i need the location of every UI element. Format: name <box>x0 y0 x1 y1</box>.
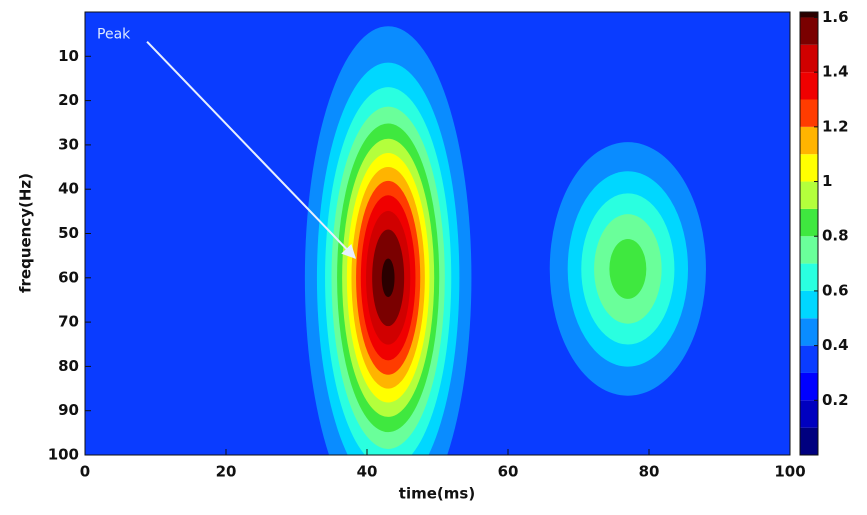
x-tick-label: 0 <box>80 463 90 481</box>
y-tick-label: 90 <box>58 401 79 419</box>
colorbar-band <box>800 263 818 291</box>
x-tick-label: 80 <box>639 463 660 481</box>
x-tick-label: 60 <box>498 463 519 481</box>
colorbar-frame <box>799 11 819 456</box>
colorbar-band <box>800 345 818 373</box>
y-tick-label: 80 <box>58 357 79 375</box>
contour-level <box>381 258 395 298</box>
y-axis-label: frequency(Hz) <box>17 173 35 293</box>
annotation-text: Peak <box>97 27 131 43</box>
colorbar-band <box>800 17 818 45</box>
colorbar-tick-label: 0.2 <box>822 391 849 409</box>
annotation-arrow <box>146 41 356 259</box>
colorbar-tick-label: 0.8 <box>822 227 849 245</box>
colorbar-band <box>800 126 818 155</box>
colorbar-tick-label: 1.6 <box>822 8 849 26</box>
y-tick-label: 50 <box>58 224 79 242</box>
x-tick-label: 40 <box>357 463 378 481</box>
colorbar-tick-label: 1.4 <box>822 63 849 81</box>
contour-level <box>609 238 647 299</box>
colorbar-band <box>800 12 818 18</box>
y-tick-label: 100 <box>48 446 79 464</box>
colorbar-tick-label: 1 <box>822 172 832 190</box>
colorbar-band <box>800 181 818 209</box>
y-tick-label: 70 <box>58 313 79 331</box>
colorbar-tick-label: 0.4 <box>822 336 849 354</box>
colorbar-tick-label: 0.6 <box>822 281 849 299</box>
x-tick-label: 20 <box>216 463 237 481</box>
x-axis-label: time(ms) <box>399 485 475 503</box>
colorbar-band <box>800 44 818 73</box>
colorbar-band <box>800 427 818 455</box>
colorbar-band <box>800 208 818 237</box>
colorbar-band <box>800 236 818 264</box>
heatmap <box>85 12 790 455</box>
y-tick-label: 60 <box>58 268 79 286</box>
colorbar-band <box>800 400 818 428</box>
colorbar-band <box>800 154 818 182</box>
y-tick-label: 40 <box>58 180 79 198</box>
colorbar-tick-label: 1.2 <box>822 117 849 135</box>
colorbar-band <box>800 372 818 401</box>
colorbar-band <box>800 72 818 100</box>
y-tick-label: 10 <box>58 47 79 65</box>
y-tick-label: 30 <box>58 135 79 153</box>
colorbar-band <box>800 318 818 346</box>
colorbar-band <box>800 99 818 127</box>
y-tick-label: 20 <box>58 91 79 109</box>
colorbar-band <box>800 290 818 319</box>
x-tick-label: 100 <box>774 463 805 481</box>
